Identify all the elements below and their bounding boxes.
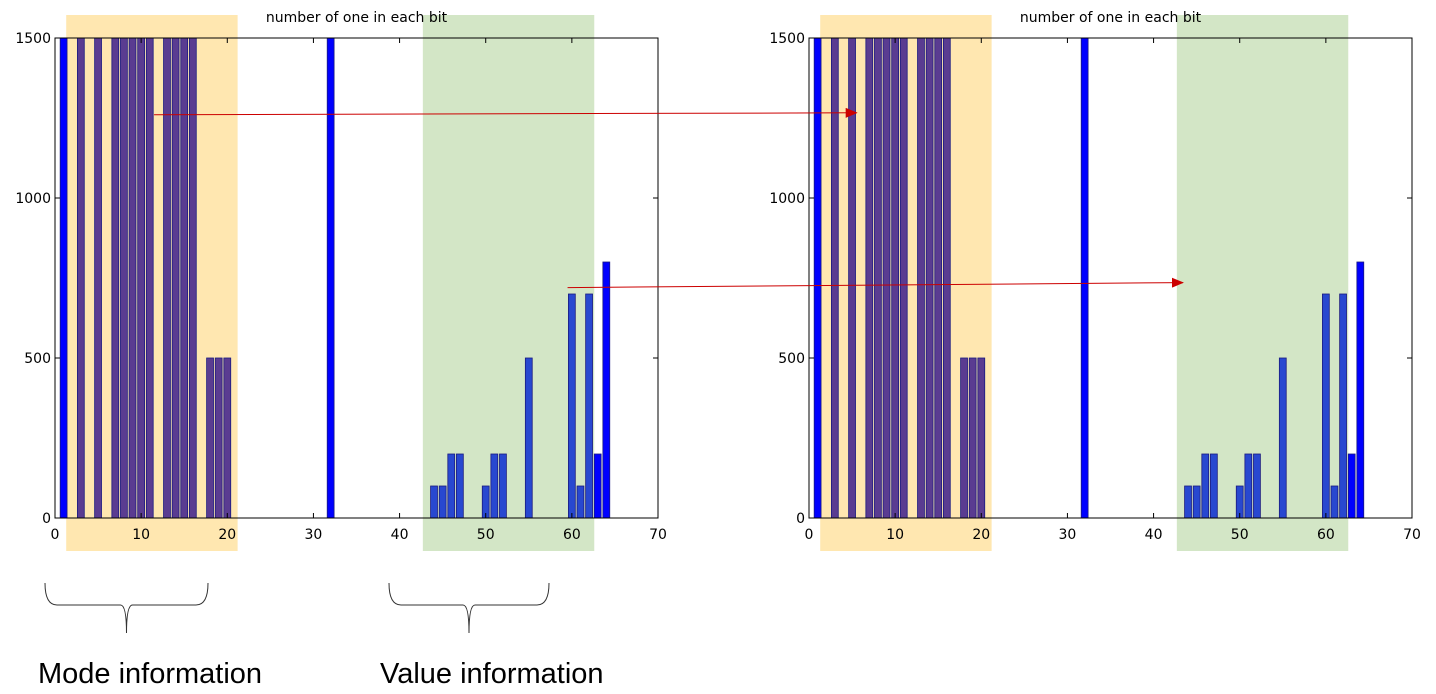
bar bbox=[447, 453, 456, 519]
bar bbox=[145, 37, 154, 519]
x-tick-label: 0 bbox=[51, 527, 60, 543]
y-tick-label: 0 bbox=[42, 511, 51, 527]
red-arrow bbox=[154, 107, 858, 118]
bar bbox=[499, 453, 507, 519]
bar bbox=[1192, 485, 1201, 519]
value-information-caption: Value information bbox=[380, 658, 604, 690]
bar bbox=[891, 37, 899, 519]
bar bbox=[524, 357, 533, 519]
x-tick-label: 60 bbox=[1317, 527, 1335, 543]
x-tick-label: 0 bbox=[805, 527, 814, 543]
bar bbox=[223, 357, 232, 519]
x-tick-label: 10 bbox=[886, 527, 904, 543]
bar bbox=[585, 293, 593, 519]
y-tick-label: 0 bbox=[796, 511, 805, 527]
bar bbox=[1356, 261, 1365, 519]
bar bbox=[882, 37, 891, 519]
x-tick-label: 50 bbox=[1231, 527, 1249, 543]
bar bbox=[1210, 453, 1218, 519]
x-tick-label: 30 bbox=[1059, 527, 1077, 543]
x-tick-label: 70 bbox=[1403, 527, 1421, 543]
bar bbox=[865, 37, 874, 519]
bar bbox=[76, 37, 85, 519]
bar bbox=[576, 485, 585, 519]
mode-information-caption: Mode information bbox=[38, 658, 263, 690]
bar bbox=[593, 453, 602, 519]
red-arrow bbox=[567, 277, 1184, 289]
y-tick-label: 500 bbox=[778, 351, 805, 367]
y-tick-label: 1000 bbox=[15, 191, 51, 207]
bar bbox=[490, 453, 499, 519]
bar bbox=[1080, 37, 1089, 519]
x-tick-label: 50 bbox=[477, 527, 495, 543]
bar bbox=[942, 37, 951, 519]
bar bbox=[977, 357, 986, 519]
transfer-arrows bbox=[154, 107, 1184, 289]
bar bbox=[111, 37, 120, 519]
bar bbox=[1339, 293, 1347, 519]
bar bbox=[830, 37, 839, 519]
x-tick-label: 40 bbox=[391, 527, 409, 543]
x-tick-label: 60 bbox=[563, 527, 581, 543]
bar bbox=[917, 37, 925, 519]
chart-left: 0 10 20 30 40 50 60 70 0 500 1000 1500 number of one… bbox=[15, 10, 667, 551]
bar bbox=[456, 453, 464, 519]
bar bbox=[874, 37, 882, 519]
chart-title: number of one in each bit bbox=[1020, 10, 1202, 26]
bar bbox=[59, 37, 68, 519]
bar bbox=[128, 37, 137, 519]
bar bbox=[1278, 357, 1287, 519]
y-tick-label: 500 bbox=[24, 351, 51, 367]
axes-frame bbox=[54, 37, 659, 519]
bar bbox=[934, 37, 943, 519]
bar bbox=[848, 37, 856, 519]
bar bbox=[602, 261, 611, 519]
bar bbox=[968, 357, 977, 519]
bar bbox=[438, 485, 447, 519]
bar bbox=[326, 37, 335, 519]
bar bbox=[171, 37, 180, 519]
bar bbox=[1347, 453, 1356, 519]
bar bbox=[813, 37, 822, 519]
x-tick-label: 70 bbox=[649, 527, 667, 543]
y-tick-label: 1000 bbox=[769, 191, 805, 207]
axes-frame bbox=[808, 37, 1413, 519]
bar bbox=[188, 37, 197, 519]
chart-right: 0 10 20 30 40 50 60 70 0 500 1000 1500 number of one… bbox=[769, 10, 1421, 551]
bar bbox=[568, 293, 576, 519]
bar bbox=[180, 37, 189, 519]
mode-information-brace bbox=[44, 582, 209, 634]
bar bbox=[899, 37, 908, 519]
x-tick-label: 30 bbox=[305, 527, 323, 543]
bar bbox=[163, 37, 171, 519]
x-tick-label: 20 bbox=[972, 527, 990, 543]
bar bbox=[206, 357, 214, 519]
bar bbox=[94, 37, 102, 519]
bar bbox=[960, 357, 968, 519]
x-tick-label: 20 bbox=[218, 527, 236, 543]
bar bbox=[1201, 453, 1210, 519]
x-tick-label: 10 bbox=[132, 527, 150, 543]
bar bbox=[1253, 453, 1261, 519]
bar bbox=[1322, 293, 1330, 519]
chart-title: number of one in each bit bbox=[266, 10, 448, 26]
y-tick-label: 1500 bbox=[769, 31, 805, 47]
bar bbox=[1184, 485, 1192, 519]
bar bbox=[214, 357, 223, 519]
bar bbox=[1244, 453, 1253, 519]
bar bbox=[120, 37, 128, 519]
bar bbox=[925, 37, 934, 519]
y-tick-label: 1500 bbox=[15, 31, 51, 47]
bar bbox=[1330, 485, 1339, 519]
bar bbox=[137, 37, 145, 519]
x-tick-label: 40 bbox=[1145, 527, 1163, 543]
bar bbox=[430, 485, 438, 519]
value-information-brace bbox=[388, 582, 550, 634]
region-braces bbox=[44, 582, 550, 634]
